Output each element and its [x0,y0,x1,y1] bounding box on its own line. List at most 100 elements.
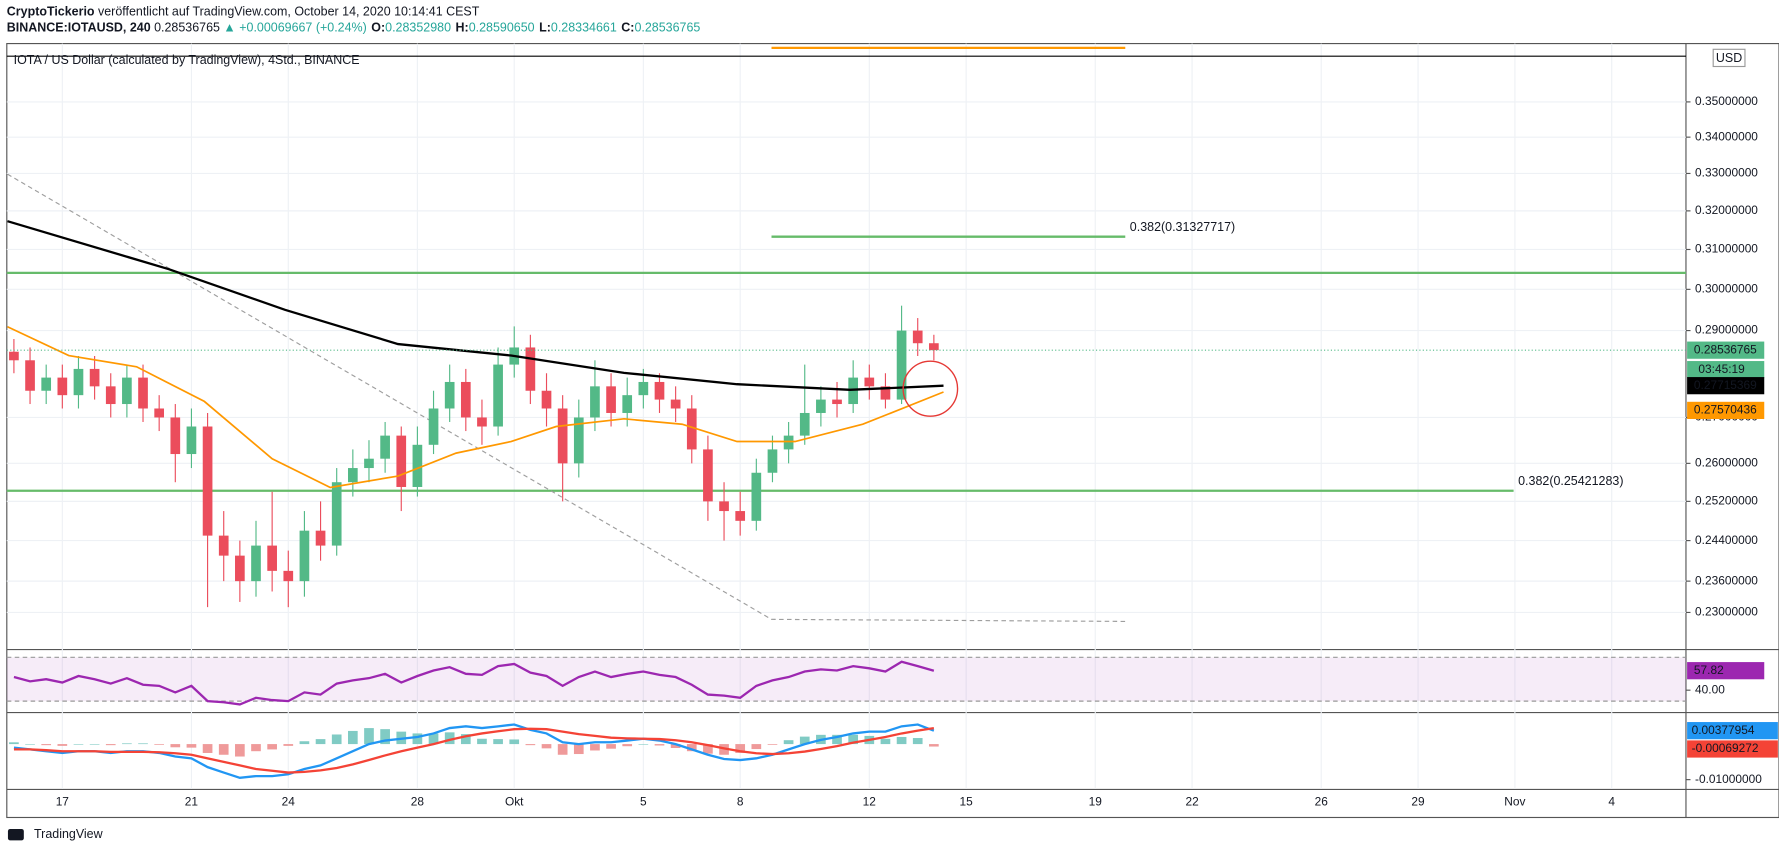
macd-histogram-bar [477,738,487,745]
macd-histogram-bar [105,744,116,746]
candle-body [557,408,568,464]
macd-line [13,723,935,779]
x-tick-label: 12 [863,795,877,809]
macd-histogram-bar [880,738,891,745]
candle-body [299,530,310,582]
price-tag-label: 0.27570436 [1694,403,1757,417]
macd-histogram-bar [9,742,19,745]
price-tag-label: 0.28536765 [1694,342,1757,356]
rsi-band [6,657,1686,702]
candle-body [638,381,649,396]
trend-line [7,173,1126,622]
y-tick-label: 0.35000000 [1695,94,1758,108]
candle-body [138,377,148,409]
y-tick-label: 0.30000000 [1695,281,1758,295]
x-tick-label: 4 [1608,795,1615,809]
candle-body [816,399,826,413]
candle-body [331,482,342,546]
candle-body [154,408,165,418]
candle-body [428,408,439,445]
candle-body [686,408,697,450]
candle-body [896,330,907,400]
price-tag [1687,341,1765,359]
symbol: BINANCE:IOTAUSD, 240 [7,21,151,35]
candle-body [525,347,536,391]
macd-histogram-bar [606,744,616,749]
x-tick-label: 21 [185,795,199,809]
y-tick-label: 0.23600000 [1695,573,1758,587]
macd-histogram-bar [186,744,197,748]
y-tick-label: 0.31000000 [1695,242,1758,256]
macd-histogram-bar [25,744,35,745]
pane-title: IOTA / US Dollar (calculated by TradingV… [14,53,360,67]
macd-histogram-bar [783,740,794,745]
macd-histogram-bar [735,744,746,753]
ohlc-value: 0.28352980 [385,21,451,35]
candle-body [235,555,245,582]
currency-box[interactable] [1712,48,1746,68]
macd-histogram-bar [170,744,181,748]
ohlc-label: H: [456,21,469,35]
level-label: 0.382(0.25421283) [1518,474,1623,488]
candle-body [25,360,35,391]
macd-histogram-bar [89,744,100,745]
macd-histogram-bar [896,736,907,745]
rsi-tag [1687,662,1765,680]
x-tick-label: 8 [737,795,744,809]
currency: USD [1716,51,1742,65]
candle-body [218,535,229,556]
ohlc-label: L: [539,21,551,35]
candle-body [912,330,923,344]
countdown-box [1687,361,1765,379]
candle-body [186,426,197,455]
price-tag [1687,377,1765,395]
candle-body [606,386,616,413]
candle-body [41,377,52,391]
macd-tag [1687,722,1778,740]
candle-body [364,458,374,469]
y-tick-label: 0.29000000 [1695,323,1758,337]
x-tick-label: 28 [411,795,425,809]
macd-histogram-bar [767,744,778,745]
price-tag [1687,401,1765,419]
logo [7,828,24,841]
macd-tag-label: 0.00377954 [1692,723,1755,737]
y-tick-label: 0.23000000 [1695,605,1758,619]
macd-histogram-bar [202,744,213,753]
x-tick-label: 17 [56,795,70,809]
x-tick-label: Okt [505,795,524,809]
ohlc-value: 0.28590650 [469,21,535,35]
candle-body [460,381,471,418]
macd-histogram-bar [154,744,165,745]
macd-histogram-bar [73,744,84,745]
ohlc-value: 0.28334661 [551,21,617,35]
moving-average [7,325,944,489]
candle-body [477,417,487,427]
macd-histogram-bar [622,744,633,747]
candle-body [670,399,681,409]
macd-histogram-bar [832,734,842,745]
change: ▲ +0.00069667 (+0.24%) [223,21,366,35]
macd-histogram-bar [218,744,229,755]
macd-histogram-bar [235,744,245,757]
header-line-2: BINANCE:IOTAUSD, 240 0.28536765 ▲ +0.000… [7,21,701,35]
macd-histogram-bar [638,744,649,745]
macd-histogram-bar [525,744,536,746]
macd-histogram-bar [364,728,374,745]
candle-body [315,530,326,546]
candle-body [202,426,213,536]
y-tick-label: 0.33000000 [1695,166,1758,180]
candle-body [444,381,455,409]
y-tick-label: 0.34000000 [1695,129,1758,143]
macd-histogram-bar [670,744,681,748]
macd-histogram-bar [590,744,600,751]
ohlc-value: 0.28536765 [634,21,700,35]
macd-histogram-bar [380,729,390,745]
x-tick-label: 26 [1315,795,1329,809]
rsi-line [13,660,935,706]
macd-tag-label: -0.00069272 [1692,741,1759,755]
x-tick-label: 15 [960,795,974,809]
macd-histogram-bar [347,730,358,745]
